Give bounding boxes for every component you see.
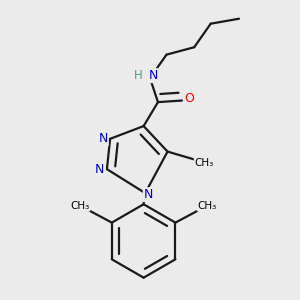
Text: N: N bbox=[144, 188, 153, 201]
Text: O: O bbox=[184, 92, 194, 105]
Text: N: N bbox=[98, 132, 108, 145]
Text: H: H bbox=[134, 69, 142, 82]
Text: CH₃: CH₃ bbox=[195, 158, 214, 168]
Text: CH₃: CH₃ bbox=[198, 201, 217, 211]
Text: CH₃: CH₃ bbox=[70, 201, 89, 211]
Text: N: N bbox=[148, 69, 158, 82]
Text: N: N bbox=[95, 163, 105, 176]
